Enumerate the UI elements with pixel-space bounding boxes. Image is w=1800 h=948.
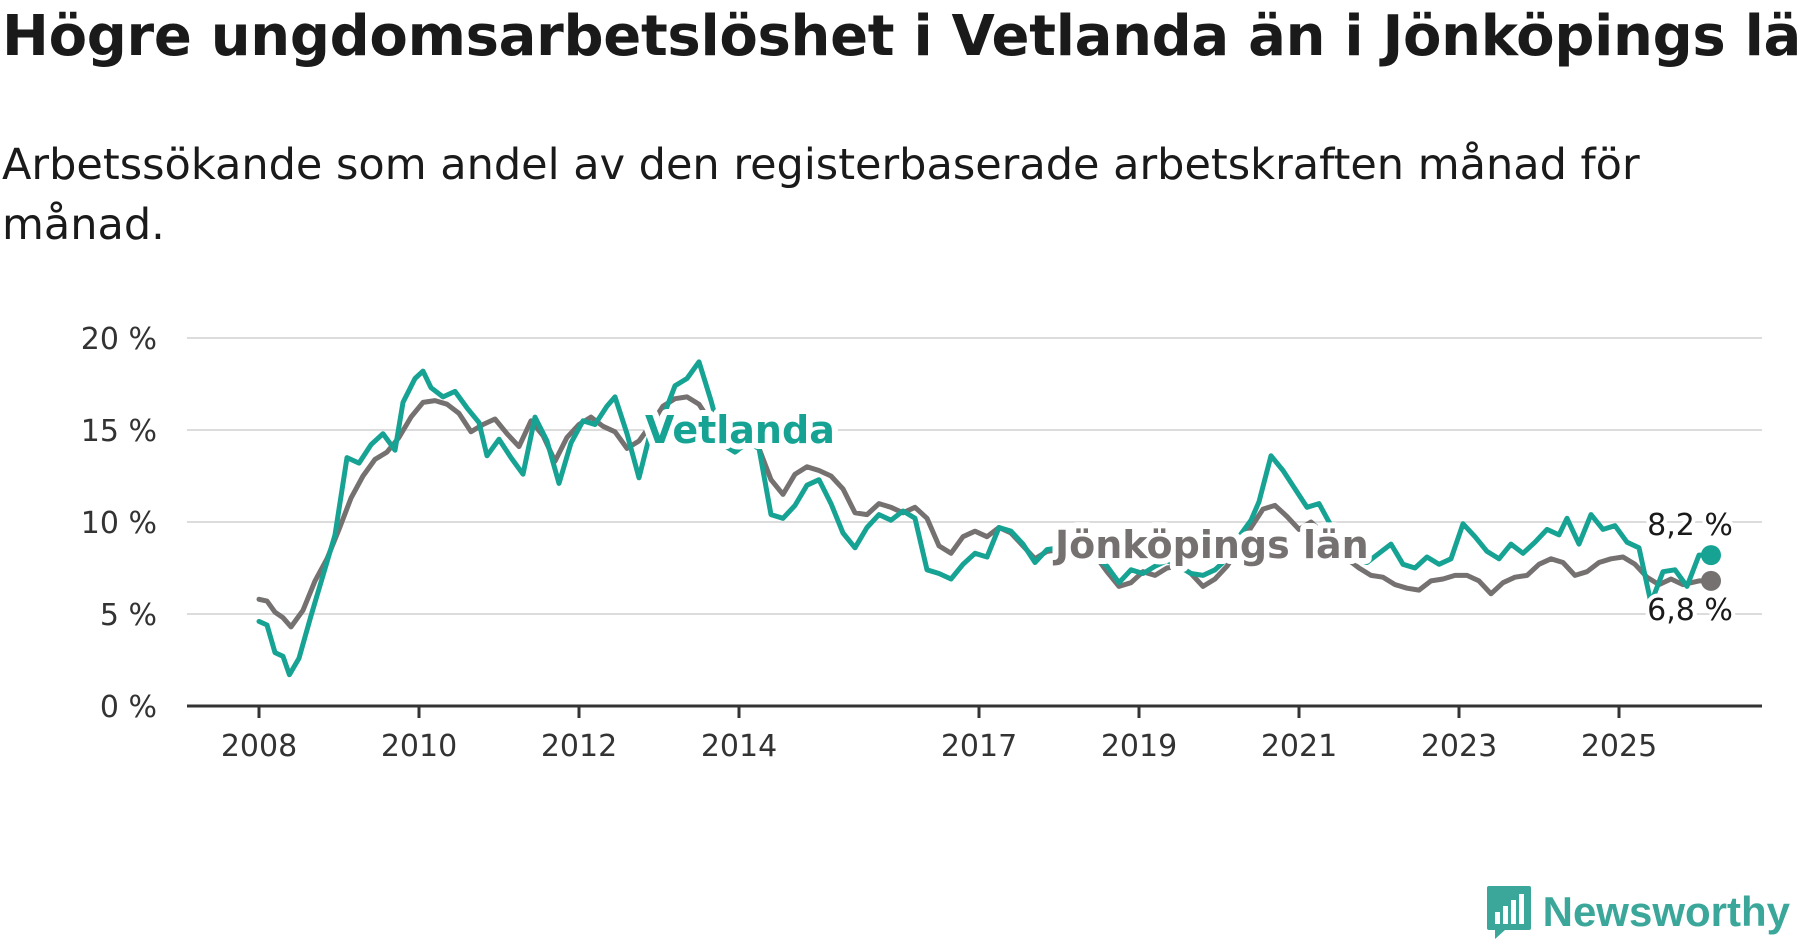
x-tick-label: 2019	[1101, 729, 1177, 764]
brand-logo: Newsworthy	[1485, 884, 1790, 940]
x-tick-label: 2014	[701, 729, 777, 764]
series-labels: Vetlanda Jönköpings län 8,2 % 6,8 %	[639, 402, 1737, 632]
x-axis: 2008 2010 2012 2014 2017 2019 2021 2023 2025	[187, 704, 1762, 764]
series-group	[256, 359, 1721, 678]
x-tick-label: 2008	[221, 729, 297, 764]
chart-subtitle: Arbetssökande som andel av den registerb…	[2, 140, 1640, 250]
end-value-label-jönköpings-län: 6,8 %	[1647, 593, 1733, 628]
series-label-vetlanda: Vetlanda	[645, 408, 835, 452]
series-end-dot-jönköpings-län	[1701, 570, 1721, 591]
chart-title: Högre ungdomsarbetslöshet i Vetlanda än …	[2, 4, 1800, 69]
x-tick-label: 2010	[381, 729, 457, 764]
x-tick-label: 2023	[1421, 729, 1497, 764]
series-line-jönköpings-län	[256, 394, 1714, 630]
brand-name: Newsworthy	[1542, 888, 1790, 935]
series-label-jönköpings-län: Jönköpings län	[1052, 523, 1369, 567]
y-tick-label: 20 %	[81, 322, 157, 357]
y-tick-label: 0 %	[100, 690, 157, 725]
series-line-vetlanda	[256, 359, 1714, 678]
end-value-label-vetlanda: 8,2 %	[1647, 508, 1733, 543]
x-tick-label: 2025	[1581, 729, 1657, 764]
series-end-dot-vetlanda	[1701, 545, 1721, 566]
y-tick-label: 15 %	[81, 414, 157, 449]
newsworthy-logo-icon	[1486, 886, 1531, 939]
gridlines	[187, 337, 1762, 615]
x-tick-label: 2021	[1261, 729, 1337, 764]
x-tick-label: 2012	[541, 729, 617, 764]
y-axis: 0 % 5 % 10 % 15 % 20 %	[81, 322, 157, 725]
x-tick-label: 2017	[941, 729, 1017, 764]
y-tick-label: 10 %	[81, 506, 157, 541]
y-tick-label: 5 %	[100, 598, 157, 633]
